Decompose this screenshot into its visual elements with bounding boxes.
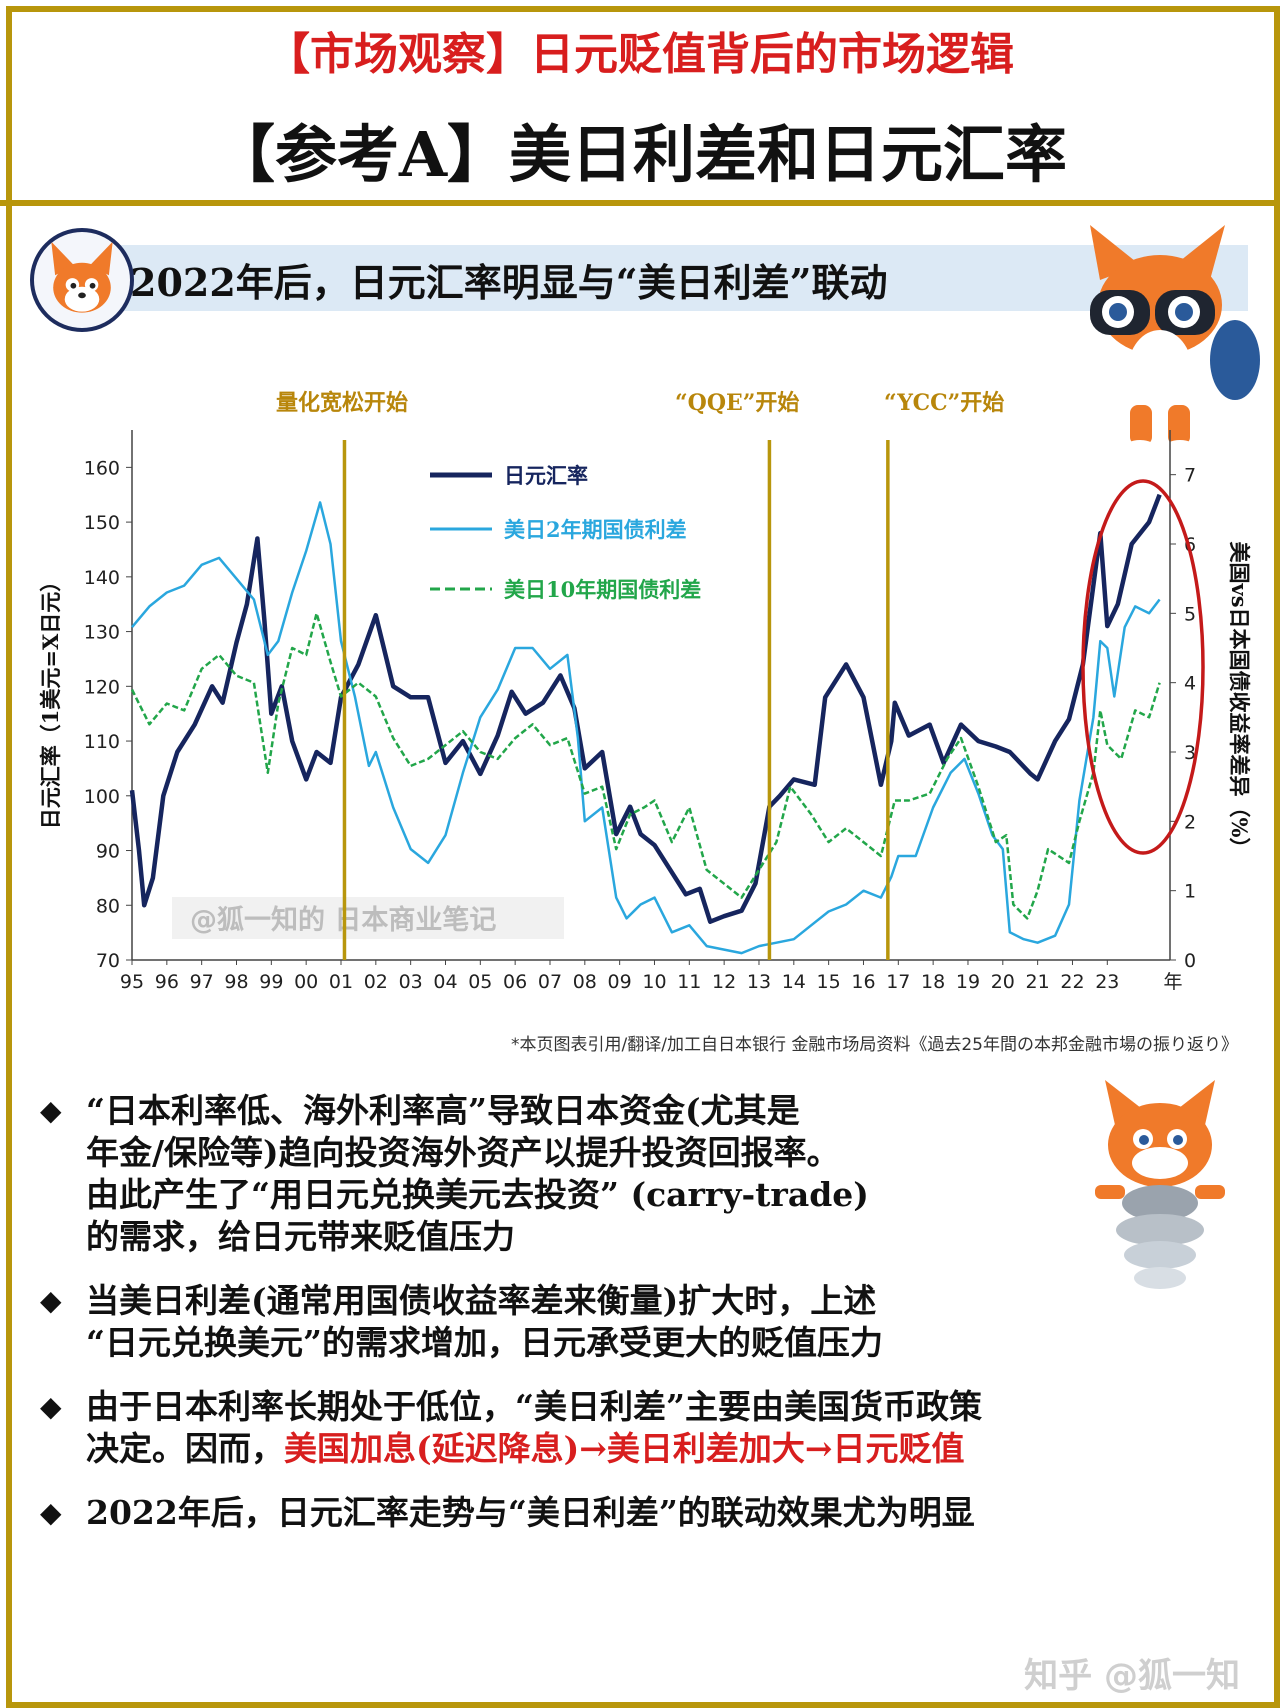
- diamond-bullet-icon: ◆: [40, 1390, 62, 1423]
- y2-tick-label: 3: [1184, 742, 1196, 764]
- source-note: *本页图表引用/翻译/加工自日本银行 金融市场局资料《過去25年間の本邦金融市場…: [511, 1035, 1238, 1055]
- y-tick-label: 160: [84, 457, 120, 479]
- fox-binoculars-illustration: [1090, 225, 1260, 456]
- x-tick-label: 01: [329, 971, 353, 993]
- x-tick-label: 19: [956, 971, 980, 993]
- bullet-item: ◆ 由于日本利率长期处于低位，“美日利差”主要由美国货币政策 决定。因而，美国加…: [40, 1386, 1240, 1470]
- y2-tick-label: 1: [1184, 881, 1196, 903]
- bullet-item: ◆ 2022年后，日元汇率走势与“美日利差”的联动效果尤为明显: [40, 1492, 1240, 1534]
- diamond-bullet-icon: ◆: [40, 1094, 62, 1127]
- title-divider: [0, 200, 1280, 206]
- page-subtitle: 【参考A】美日利差和日元汇率: [212, 118, 1068, 191]
- x-axis-unit: 年: [1163, 971, 1182, 993]
- event-label-qqe: “QQE”开始: [675, 390, 800, 416]
- y2-tick-label: 7: [1184, 465, 1196, 487]
- y2-tick-label: 0: [1184, 950, 1196, 972]
- x-tick-label: 15: [817, 971, 841, 993]
- x-tick-label: 21: [1026, 971, 1050, 993]
- y-tick-label: 90: [96, 841, 120, 863]
- x-tick-label: 13: [747, 971, 771, 993]
- bullet-text: 当美日利差(通常用国债收益率差来衡量)扩大时，上述 “日元兑换美元”的需求增加，…: [86, 1281, 883, 1362]
- x-tick-label: 16: [851, 971, 875, 993]
- x-tick-label: 17: [886, 971, 910, 993]
- event-label-qe: 量化宽松开始: [276, 390, 409, 416]
- section-heading-bar: [110, 245, 1248, 311]
- fox-tornado-illustration: [1095, 1080, 1225, 1289]
- x-tick-label: 11: [677, 971, 701, 993]
- bullet-list: ◆ “日本利率低、海外利率高”导致日本资金(尤其是 年金/保险等)趋向投资海外资…: [40, 1090, 1240, 1556]
- x-tick-label: 08: [573, 971, 597, 993]
- y-tick-label: 80: [96, 895, 120, 917]
- x-tick-label: 05: [468, 971, 492, 993]
- y2-axis-title: 美国vs日本国债收益率差异（%）: [1227, 542, 1252, 859]
- bullet-text: “日本利率低、海外利率高”导致日本资金(尤其是 年金/保险等)趋向投资海外资产以…: [86, 1091, 869, 1256]
- x-tick-label: 06: [503, 971, 527, 993]
- x-tick-label: 04: [433, 971, 457, 993]
- series-line-0: [129, 493, 1162, 924]
- y-tick-label: 100: [84, 786, 120, 808]
- fox-avatar-icon: [30, 228, 134, 332]
- section-heading: 2022年后，日元汇率明显与“美日利差”联动: [130, 260, 888, 305]
- y-tick-label: 150: [84, 512, 120, 534]
- bullet-highlight: 美国加息(延迟降息)→美日利差加大→日元贬值: [284, 1429, 965, 1468]
- y-tick-label: 70: [96, 950, 120, 972]
- y-tick-label: 110: [84, 731, 120, 753]
- series-line-2: [130, 612, 1161, 920]
- x-tick-label: 02: [364, 971, 388, 993]
- x-tick-label: 18: [921, 971, 945, 993]
- highlight-oval: [1081, 479, 1205, 855]
- x-tick-label: 96: [155, 971, 179, 993]
- x-tick-label: 95: [120, 971, 144, 993]
- y2-tick-label: 4: [1184, 673, 1196, 695]
- y2-tick-label: 5: [1184, 603, 1196, 625]
- x-tick-label: 98: [224, 971, 248, 993]
- diamond-bullet-icon: ◆: [40, 1284, 62, 1317]
- x-tick-label: 97: [190, 971, 214, 993]
- legend-label-2: 美日10年期国债利差: [504, 577, 701, 602]
- x-tick-label: 12: [712, 971, 736, 993]
- bullet-text: 2022年后，日元汇率走势与“美日利差”的联动效果尤为明显: [86, 1493, 975, 1532]
- legend-label-0: 日元汇率: [504, 463, 588, 488]
- page-title: 【市场观察】日元贬值背后的市场逻辑: [266, 29, 1014, 80]
- x-tick-label: 23: [1095, 971, 1119, 993]
- legend-label-1: 美日2年期国债利差: [504, 517, 687, 542]
- x-tick-label: 07: [538, 971, 562, 993]
- y-axis-title: 日元汇率（1美元=X日元）: [38, 571, 63, 830]
- series-line-1: [131, 501, 1161, 955]
- x-tick-label: 00: [294, 971, 318, 993]
- watermark-box: [172, 897, 564, 939]
- x-tick-label: 20: [991, 971, 1015, 993]
- event-label-ycc: “YCC”开始: [884, 390, 1005, 416]
- x-tick-label: 22: [1060, 971, 1084, 993]
- bullet-text: 由于日本利率长期处于低位，“美日利差”主要由美国货币政策 决定。因而，美国加息(…: [86, 1387, 982, 1468]
- bullet-item: ◆ 当美日利差(通常用国债收益率差来衡量)扩大时，上述 “日元兑换美元”的需求增…: [40, 1280, 1240, 1364]
- y-tick-label: 120: [84, 676, 120, 698]
- y2-tick-label: 2: [1184, 811, 1196, 833]
- y-tick-label: 140: [84, 567, 120, 589]
- zhihu-watermark: 知乎 @狐一知: [1024, 1656, 1240, 1696]
- x-tick-label: 03: [399, 971, 423, 993]
- bullet-item: ◆ “日本利率低、海外利率高”导致日本资金(尤其是 年金/保险等)趋向投资海外资…: [40, 1090, 1240, 1258]
- x-tick-label: 10: [642, 971, 666, 993]
- x-tick-label: 99: [259, 971, 283, 993]
- x-tick-label: 09: [608, 971, 632, 993]
- x-tick-label: 14: [782, 971, 806, 993]
- diamond-bullet-icon: ◆: [40, 1496, 62, 1529]
- y-tick-label: 130: [84, 622, 120, 644]
